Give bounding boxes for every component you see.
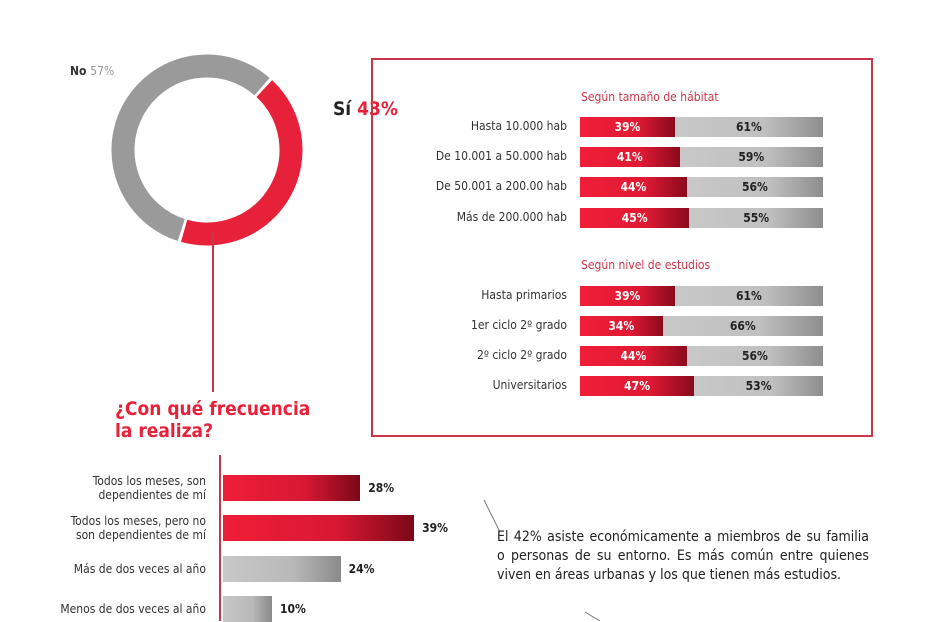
frequency-bar <box>223 556 341 582</box>
connector-line <box>212 232 214 392</box>
frequency-bar <box>223 596 272 622</box>
bar-segment-si: 34% <box>580 316 663 336</box>
question-line-1: ¿Con qué frecuencia <box>115 398 311 420</box>
estudios-stacked-bar: 39% 61% <box>580 286 823 306</box>
callout-text: El 42% asiste económicamente a miembros … <box>497 529 869 583</box>
no-value: 57% <box>90 64 115 78</box>
bar-segment-si: 45% <box>580 208 690 228</box>
habitat-stacked-bar: 44% 56% <box>580 177 823 197</box>
bar-segment-si: 39% <box>580 117 675 137</box>
si-value: 43% <box>357 98 399 120</box>
habitat-stacked-bar: 45% 55% <box>580 208 823 228</box>
bar-segment-no: 59% <box>679 147 823 167</box>
frequency-label: Todos los meses, son dependientes de mí <box>93 474 206 502</box>
habitat-row-label: De 50.001 a 200.00 hab <box>435 179 567 193</box>
habitat-title: Según tamaño de hábitat <box>581 90 719 104</box>
frequency-bar <box>223 475 361 501</box>
label-line-2: dependientes de mí <box>98 488 206 502</box>
bar-segment-no: 61% <box>674 117 823 137</box>
frequency-value: 24% <box>348 562 375 576</box>
bar-segment-no: 55% <box>689 208 823 228</box>
bar-segment-no: 56% <box>686 346 823 366</box>
breakdown-box <box>371 58 873 437</box>
question-line-2: la realiza? <box>115 420 213 442</box>
frequency-label: Menos de dos veces al año <box>60 602 206 616</box>
label-line-2: son dependientes de mí <box>75 528 206 542</box>
bar-segment-si: 39% <box>580 286 675 306</box>
estudios-stacked-bar: 44% 56% <box>580 346 823 366</box>
habitat-row-label: Más de 200.000 hab <box>456 210 567 224</box>
label-line-1: Más de dos veces al año <box>73 562 206 576</box>
habitat-row-label: De 10.001 a 50.000 hab <box>435 149 567 163</box>
bar-segment-si: 44% <box>580 177 687 197</box>
estudios-row-label: Universitarios <box>492 378 567 392</box>
bar-segment-no: 61% <box>674 286 823 306</box>
frequency-value: 28% <box>368 481 395 495</box>
bar-segment-si: 47% <box>580 376 695 396</box>
bar-segment-no: 56% <box>686 177 823 197</box>
frequency-axis-line <box>219 455 221 621</box>
donut-slice-si <box>181 80 303 246</box>
frequency-value: 10% <box>280 602 306 616</box>
label-line-1: Todos los meses, son <box>92 474 206 488</box>
estudios-stacked-bar: 34% 66% <box>580 316 823 336</box>
bar-segment-no: 53% <box>694 376 823 396</box>
estudios-title: Según nivel de estudios <box>581 258 711 272</box>
bar-segment-si: 41% <box>580 147 680 167</box>
callout-bubble-tail <box>584 611 601 621</box>
donut-slice-no <box>111 54 270 241</box>
frequency-label: Todos los meses, pero no son dependientes… <box>71 514 206 542</box>
frequency-label: Más de dos veces al año <box>74 562 206 576</box>
bar-segment-no: 66% <box>662 316 823 336</box>
label-line-1: Menos de dos veces al año <box>60 602 206 616</box>
estudios-stacked-bar: 47% 53% <box>580 376 823 396</box>
frequency-value: 39% <box>422 521 448 535</box>
estudios-row-label: Hasta primarios <box>481 288 567 302</box>
label-line-1: Todos los meses, pero no <box>70 514 206 528</box>
habitat-stacked-bar: 41% 59% <box>580 147 823 167</box>
bar-segment-si: 44% <box>580 346 687 366</box>
no-label: No <box>70 64 87 78</box>
si-label: Sí <box>333 98 352 120</box>
frequency-question: ¿Con qué frecuencia la realiza? <box>115 398 310 442</box>
frequency-bar <box>223 515 415 541</box>
estudios-row-label: 2º ciclo 2º grado <box>476 348 567 362</box>
estudios-row-label: 1er ciclo 2º grado <box>470 318 567 332</box>
callout-bubble-outline <box>483 499 501 533</box>
habitat-row-label: Hasta 10.000 hab <box>470 119 567 133</box>
donut-label-no: No 57% <box>70 64 114 78</box>
donut-label-si: Sí 43% <box>333 98 398 120</box>
habitat-stacked-bar: 39% 61% <box>580 117 823 137</box>
